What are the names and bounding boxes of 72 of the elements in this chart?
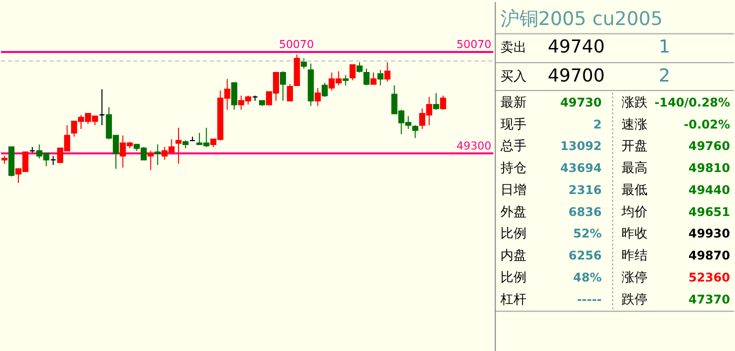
text: 49740 [548, 36, 605, 58]
text: 49651 [688, 204, 730, 219]
text: 2 [658, 66, 670, 87]
text: 外盘 [500, 204, 526, 220]
candlestick [377, 69, 384, 86]
text: 均价 [620, 204, 648, 220]
candlestick [286, 84, 293, 102]
candlestick [384, 62, 390, 82]
text: 48% [573, 270, 602, 284]
text: 日增 [500, 182, 526, 198]
candlestick [148, 150, 154, 171]
candlestick [363, 68, 370, 86]
text: 买入 [500, 70, 526, 85]
text: -0.02% [684, 117, 730, 132]
text: 速涨 [622, 117, 648, 132]
text: 现手 [500, 117, 526, 132]
text: 49730 [560, 95, 602, 110]
candlestick [154, 144, 161, 166]
text: 43694 [560, 161, 602, 176]
candlestick [370, 72, 377, 85]
candlestick [440, 95, 446, 110]
text: 涨跌 [622, 95, 648, 110]
text: 6836 [568, 204, 602, 219]
candlestick [322, 82, 328, 98]
text: 1 [658, 36, 670, 58]
text: 2 [593, 117, 602, 132]
candlestick [231, 82, 238, 110]
text: 比例 [500, 226, 526, 242]
text: 6256 [568, 248, 602, 263]
annotation: 49300 [456, 139, 492, 152]
text: 49930 [688, 226, 730, 241]
text: 昨收 [622, 226, 648, 242]
candlestick [356, 62, 363, 74]
text: 49870 [688, 248, 730, 263]
candlestick [98, 88, 105, 126]
text: 卖出 [500, 40, 526, 56]
candlestick [342, 74, 349, 86]
text: 杠杆 [499, 292, 526, 308]
text: 开盘 [622, 139, 648, 154]
text: 49760 [688, 139, 730, 154]
candlestick [350, 64, 356, 81]
text: 52360 [688, 270, 730, 284]
text: 最低 [622, 182, 648, 198]
text: ----- [576, 292, 602, 306]
text: 最新 [500, 95, 526, 110]
text: 昨结 [622, 248, 648, 264]
text: 比例 [500, 270, 526, 286]
text: 49810 [688, 161, 730, 176]
candlestick [252, 95, 258, 102]
candlestick [280, 70, 286, 102]
annotation: 50070 [278, 38, 314, 52]
text: 13092 [560, 139, 602, 154]
candlestick [175, 127, 182, 164]
text: 47370 [688, 292, 730, 306]
candlestick [189, 136, 196, 142]
candlestick [412, 124, 418, 138]
candlestick [314, 87, 321, 106]
candlestick [300, 58, 307, 70]
text: 持仓 [500, 161, 526, 176]
text: 52% [573, 226, 602, 241]
text: 涨停 [622, 270, 648, 286]
text: 内盘 [500, 248, 526, 264]
text: 最高 [622, 160, 648, 176]
text: 2316 [568, 182, 602, 197]
text: 总手 [499, 139, 526, 154]
candlestick [433, 92, 440, 110]
text: 沪铜2005 cu2005 [500, 8, 663, 30]
annotation: 50070 [456, 38, 492, 52]
text: 49700 [548, 66, 605, 87]
text: -140/0.28% [654, 95, 730, 110]
text: 49440 [688, 182, 730, 197]
text: 跌停 [622, 292, 648, 308]
